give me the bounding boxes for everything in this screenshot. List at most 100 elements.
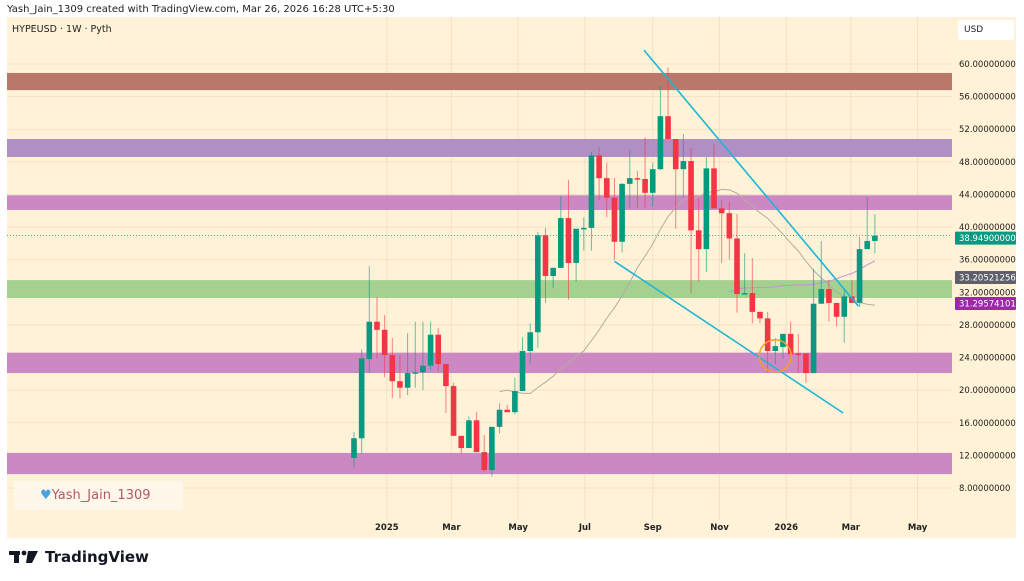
y-tick-label: 52.00000000 <box>959 125 1016 135</box>
candle-body <box>412 372 419 374</box>
candle <box>634 170 641 209</box>
candle-body <box>764 318 771 352</box>
y-tick-label: 8.00000000 <box>959 484 1010 494</box>
horizontal-zone <box>7 280 952 299</box>
candle-body <box>665 116 671 140</box>
candle <box>596 147 602 201</box>
candle <box>703 156 710 272</box>
candle-body <box>826 289 832 303</box>
candle-body <box>527 332 533 352</box>
candle-body <box>818 289 825 304</box>
candle <box>749 258 756 324</box>
candle <box>581 217 587 251</box>
candle <box>780 333 786 359</box>
candle-body <box>672 139 679 170</box>
x-tick-label: 2025 <box>375 523 399 533</box>
sma-20-line <box>499 188 875 395</box>
candle-body <box>381 329 388 356</box>
candle-body <box>481 452 488 471</box>
candle-body <box>795 353 802 355</box>
currency-button[interactable]: USD <box>958 20 1014 40</box>
candle <box>527 323 533 364</box>
candle <box>826 280 832 322</box>
sma-50-label-bg <box>955 297 1016 311</box>
last-price-label: 38.94900000 <box>959 234 1016 244</box>
candle-body <box>603 178 610 198</box>
candle-body <box>496 409 503 427</box>
candle-body <box>711 168 717 209</box>
chart-panel[interactable] <box>7 17 1016 538</box>
candle-body <box>649 169 656 193</box>
candle <box>381 315 388 378</box>
candle-body <box>427 334 434 366</box>
candle-body <box>581 227 587 230</box>
last-price-label-bg <box>955 231 1016 245</box>
tradingview-logo: TradingView <box>9 548 149 566</box>
candle-body <box>450 386 457 436</box>
candle <box>496 403 503 434</box>
watermark-text: Yash_Jain_1309 <box>51 488 151 503</box>
candle <box>680 134 687 198</box>
heart-icon: ♥ <box>40 488 52 503</box>
candle-body <box>389 355 396 382</box>
candle-body <box>358 358 365 439</box>
candle <box>856 236 863 307</box>
candle-body <box>726 213 733 239</box>
y-tick-label: 20.00000000 <box>959 386 1016 396</box>
candle-body <box>565 218 572 263</box>
candle-body <box>535 235 541 333</box>
candle-body <box>718 208 725 214</box>
x-tick-label: Jul <box>578 523 591 533</box>
candle-body <box>619 183 625 242</box>
candle-body <box>741 293 748 295</box>
candle-body <box>695 230 702 250</box>
y-tick-label: 24.00000000 <box>959 354 1016 364</box>
candle <box>535 231 541 348</box>
candle <box>626 150 633 209</box>
candle-body <box>657 116 664 170</box>
candle <box>603 162 610 218</box>
highlight-circle <box>758 339 793 373</box>
candle <box>718 200 725 263</box>
candle-body <box>397 381 403 388</box>
candle <box>504 404 510 413</box>
candle-body <box>550 267 556 277</box>
candle <box>558 196 564 268</box>
candle-body <box>688 161 694 231</box>
candle-body <box>856 249 863 303</box>
candle-body <box>366 321 373 360</box>
candle <box>481 435 488 472</box>
candle-body <box>588 155 595 228</box>
candle <box>711 144 717 209</box>
candle-body <box>473 420 480 453</box>
x-tick-label: Mar <box>842 523 861 533</box>
candle-body <box>680 161 687 170</box>
x-tick-label: May <box>508 523 528 533</box>
candle <box>351 431 357 468</box>
candle-body <box>404 373 411 388</box>
candle-body <box>803 353 809 374</box>
candle-body <box>435 334 442 365</box>
tradingview-logo-icon <box>9 550 38 563</box>
candle-body <box>573 228 579 263</box>
candle <box>642 137 648 209</box>
sma-20-label-bg <box>955 270 1016 284</box>
candle <box>734 214 740 313</box>
candle <box>550 267 556 289</box>
y-tick-label: 44.00000000 <box>959 190 1016 200</box>
candle <box>519 337 526 391</box>
candle-body <box>458 435 465 449</box>
candle <box>772 337 779 365</box>
candle-body <box>872 235 878 241</box>
candle <box>649 162 656 207</box>
candle <box>466 416 472 449</box>
candle-body <box>757 311 763 319</box>
candle <box>358 349 365 454</box>
candle <box>803 353 809 383</box>
symbol-info: HYPEUSD · 1W · Pyth <box>12 24 112 35</box>
candle <box>810 268 817 374</box>
candle <box>619 183 625 253</box>
candle <box>458 435 465 454</box>
candle-body <box>596 155 602 179</box>
